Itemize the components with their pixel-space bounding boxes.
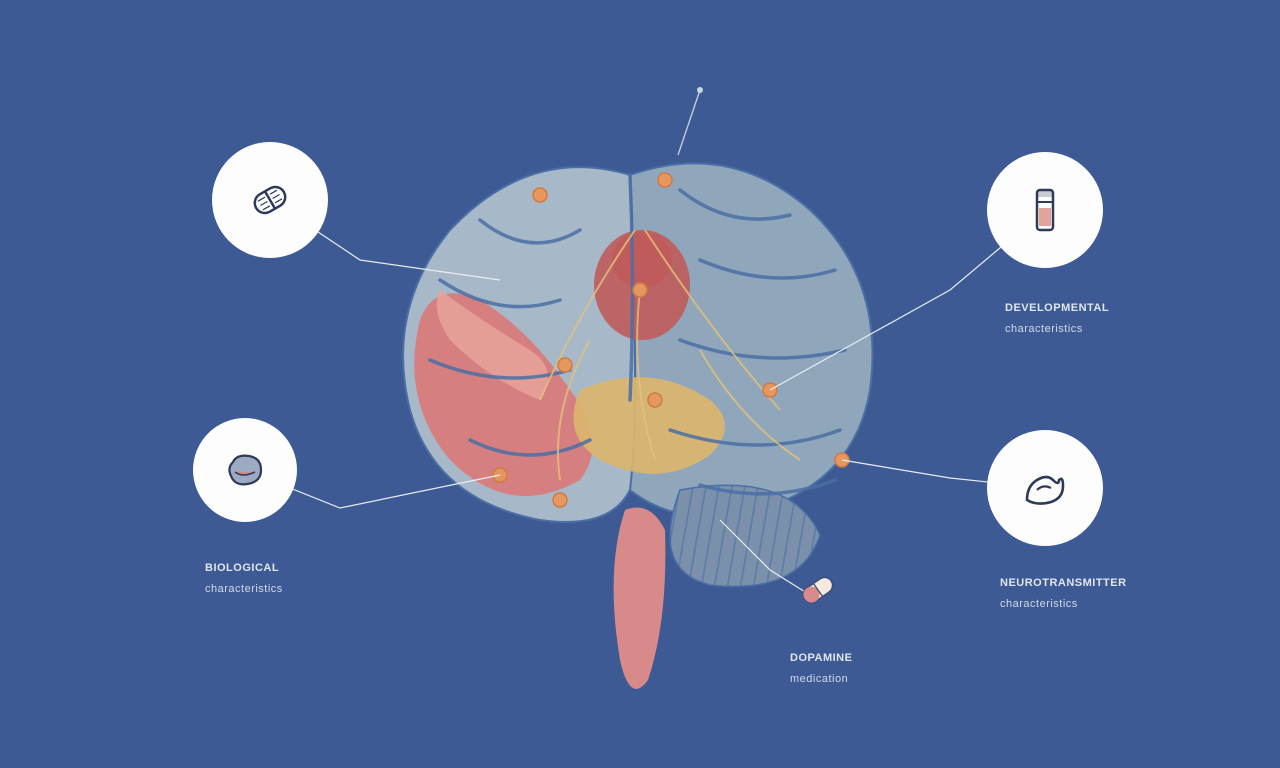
label-pill-line2: medication [790, 671, 852, 688]
label-top-right-line2: characteristics [1005, 321, 1109, 338]
diagram-svg [0, 0, 1280, 768]
label-bottom-right-line1: NEUROTRANSMITTER [1000, 575, 1127, 592]
label-bottom-left-line1: BIOLOGICAL [205, 560, 283, 577]
label-bottom-left-line2: characteristics [205, 581, 283, 598]
infographic-canvas: BIOLOGICAL characteristics DEVELOPMENTAL… [0, 0, 1280, 768]
label-pill: DOPAMINE medication [790, 650, 852, 687]
label-bottom-left: BIOLOGICAL characteristics [205, 560, 283, 597]
label-bottom-right: NEUROTRANSMITTER characteristics [1000, 575, 1127, 612]
callout-icon-top-right [987, 152, 1103, 268]
callout-icon-bottom-right [987, 430, 1103, 546]
label-top-right: DEVELOPMENTAL characteristics [1005, 300, 1109, 337]
callout-icon-bottom-left [193, 418, 297, 522]
label-pill-line1: DOPAMINE [790, 650, 852, 667]
label-bottom-right-line2: characteristics [1000, 596, 1127, 613]
callout-icon-top-left [212, 142, 328, 258]
label-top-right-line1: DEVELOPMENTAL [1005, 300, 1109, 317]
